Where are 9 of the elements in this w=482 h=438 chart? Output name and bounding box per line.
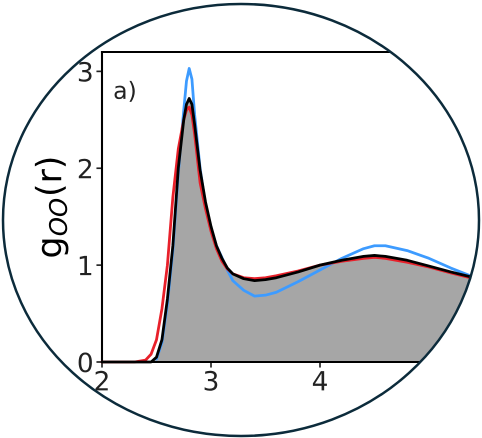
annotation: a) bbox=[114, 80, 135, 102]
y-axis-title: g$_{OO}$(r) bbox=[34, 158, 68, 257]
y-tick-label: 1 bbox=[80, 256, 92, 276]
x-tick-label: 3 bbox=[204, 370, 218, 391]
y-tick-label: 2 bbox=[78, 158, 92, 178]
y-tick-label: 0 bbox=[78, 352, 92, 372]
x-tick-label: 4 bbox=[312, 371, 327, 390]
y-tick-label: 3 bbox=[78, 62, 92, 82]
x-tick-label: 2 bbox=[96, 370, 108, 390]
